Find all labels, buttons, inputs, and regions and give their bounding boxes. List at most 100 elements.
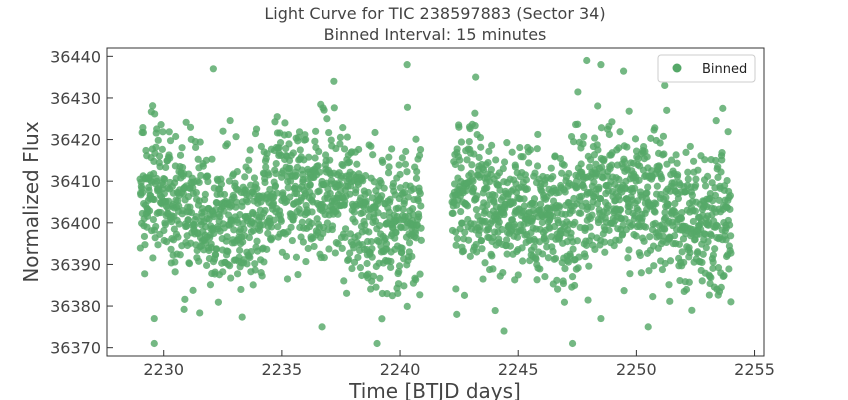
data-point (178, 144, 186, 152)
data-point (600, 155, 608, 163)
data-point (270, 216, 278, 224)
data-point (330, 77, 338, 85)
data-point (195, 257, 203, 265)
data-point (635, 176, 643, 184)
data-point (314, 162, 322, 170)
data-point (469, 177, 477, 185)
data-point (213, 245, 221, 253)
data-point (388, 292, 396, 300)
data-point (295, 128, 304, 136)
data-point (570, 194, 578, 203)
data-point (584, 296, 592, 304)
data-point (322, 151, 330, 159)
data-point (395, 262, 404, 270)
data-point (712, 117, 720, 125)
data-point (711, 191, 720, 200)
data-point (525, 159, 533, 167)
data-point (709, 251, 718, 259)
data-point (236, 246, 244, 254)
data-point (272, 169, 280, 178)
data-point (180, 305, 188, 313)
data-point (726, 221, 734, 229)
data-point (284, 184, 292, 192)
data-point (704, 238, 712, 246)
data-point (651, 124, 659, 132)
data-point (141, 270, 149, 278)
data-point (196, 309, 204, 317)
data-point (237, 285, 245, 294)
data-point (384, 169, 393, 177)
data-point (688, 191, 696, 199)
data-point (580, 133, 588, 141)
data-point (631, 135, 640, 143)
data-point (549, 172, 557, 181)
data-point (626, 270, 634, 278)
data-point (653, 182, 661, 190)
data-point (471, 109, 479, 117)
data-point (192, 143, 200, 152)
data-point (150, 157, 158, 166)
data-point (625, 246, 633, 254)
data-point (560, 298, 569, 306)
data-point (417, 236, 425, 244)
data-point (174, 233, 182, 241)
data-point (560, 161, 568, 169)
data-point (619, 67, 628, 75)
data-point (601, 248, 609, 256)
data-point (625, 107, 633, 115)
data-point (288, 236, 296, 245)
data-point (308, 208, 316, 216)
data-point (203, 261, 211, 270)
data-point (336, 140, 344, 148)
data-point (178, 163, 187, 172)
data-point (642, 223, 650, 231)
data-point (323, 115, 331, 123)
data-point (408, 252, 416, 261)
data-point (398, 244, 406, 252)
data-point (701, 156, 709, 164)
data-point (166, 154, 174, 162)
data-point (415, 213, 423, 221)
data-point (250, 174, 259, 182)
data-point (378, 315, 386, 323)
data-point (610, 242, 618, 250)
data-point (403, 103, 412, 111)
data-point (273, 189, 281, 197)
data-point (368, 253, 376, 261)
data-point (662, 193, 670, 202)
data-point (510, 220, 519, 228)
data-point (530, 195, 539, 203)
data-point (555, 203, 563, 211)
data-point (238, 313, 246, 321)
data-point (481, 259, 489, 267)
data-point (723, 177, 731, 185)
data-point (467, 169, 475, 177)
data-point (643, 153, 651, 161)
data-point (551, 254, 560, 263)
data-point (489, 265, 497, 273)
data-point (623, 143, 631, 151)
data-point (637, 269, 645, 277)
data-point (496, 186, 504, 194)
data-point (717, 168, 725, 176)
data-point (253, 185, 261, 193)
data-point (240, 225, 248, 233)
data-point (394, 289, 402, 298)
data-point (396, 184, 404, 192)
data-point (392, 229, 400, 237)
data-point (522, 176, 530, 184)
data-point (351, 218, 359, 226)
data-point (410, 185, 418, 193)
data-point (150, 339, 158, 348)
data-point (558, 169, 566, 177)
data-point (487, 165, 495, 174)
data-point (341, 225, 350, 233)
data-point (417, 202, 425, 210)
data-point (156, 163, 164, 171)
data-point (500, 158, 509, 166)
data-point (664, 200, 672, 208)
data-point (161, 221, 170, 229)
data-point (319, 229, 327, 238)
y-tick-label: 36390 (50, 255, 101, 274)
data-point (544, 254, 553, 262)
